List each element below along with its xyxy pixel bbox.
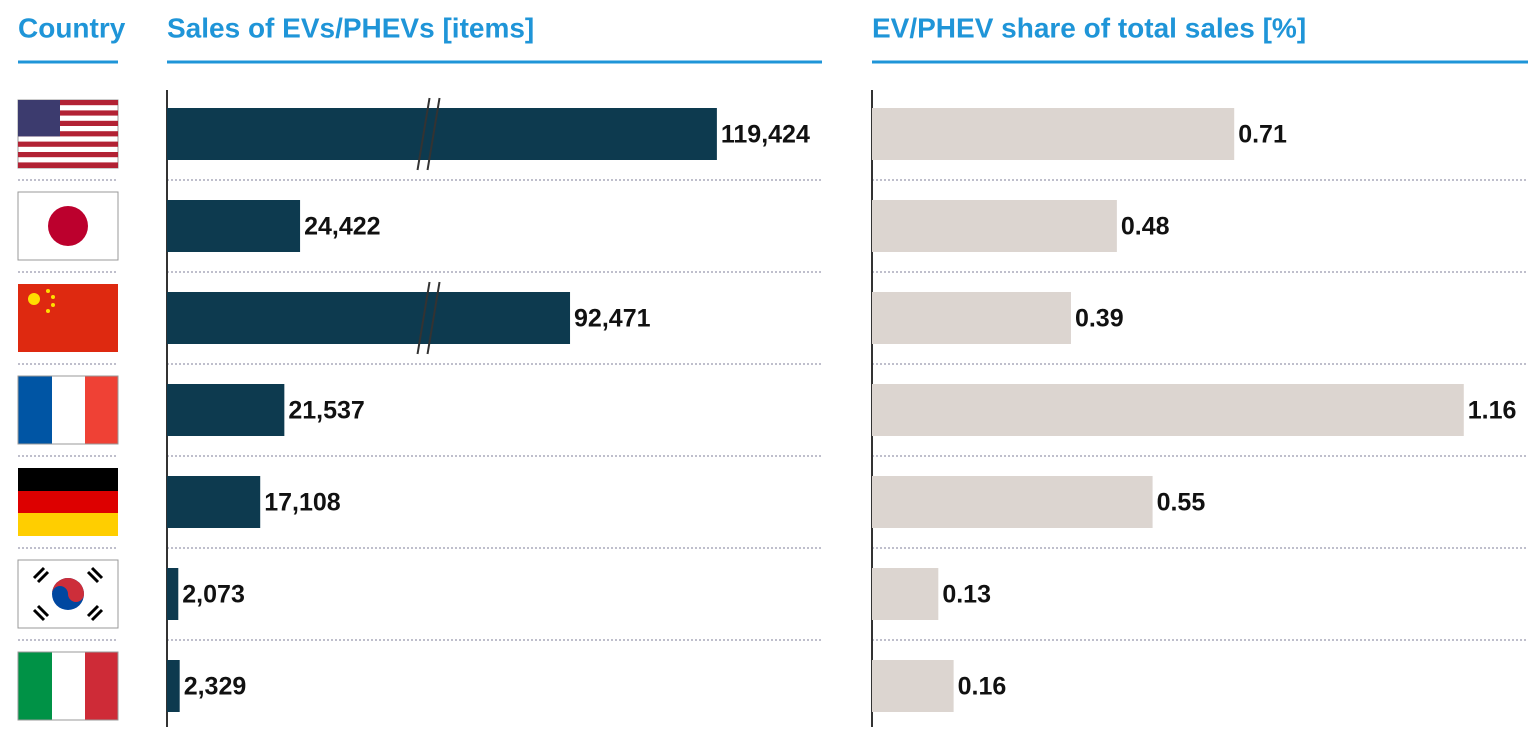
panel-title: EV/PHEV share of total sales [%]	[872, 12, 1306, 43]
bar	[872, 660, 954, 712]
axis-break	[426, 97, 441, 171]
bar	[872, 108, 1235, 160]
value-label: 0.48	[1121, 213, 1170, 241]
value-label: 0.55	[1157, 489, 1206, 517]
flag-germany	[18, 468, 118, 536]
bar	[872, 292, 1071, 344]
value-label: 0.16	[958, 673, 1007, 701]
bar	[167, 660, 180, 712]
bar	[167, 568, 179, 620]
bar	[167, 108, 717, 160]
flag-korea	[17, 559, 119, 629]
axis-break	[416, 281, 431, 355]
axis-break	[426, 281, 441, 355]
bar	[167, 476, 261, 528]
flag-usa	[17, 99, 119, 169]
flag-china	[18, 284, 118, 352]
value-label: 2,329	[184, 673, 247, 701]
bar	[872, 568, 939, 620]
value-label: 92,471	[574, 305, 651, 333]
value-label: 0.39	[1075, 305, 1124, 333]
row-separators	[18, 179, 1528, 641]
bar	[167, 384, 285, 436]
value-label: 2,073	[182, 581, 245, 609]
flag-japan	[17, 191, 119, 261]
value-label: 21,537	[288, 397, 364, 425]
flag-france	[17, 375, 119, 445]
country-header: Country	[18, 12, 126, 43]
bar	[872, 476, 1153, 528]
value-label: 24,422	[304, 213, 380, 241]
bar	[872, 200, 1117, 252]
value-label: 0.13	[942, 581, 991, 609]
panel-title: Sales of EVs/PHEVs [items]	[167, 12, 534, 43]
value-label: 1.16	[1468, 397, 1517, 425]
value-label: 0.71	[1238, 121, 1287, 149]
value-label: 119,424	[721, 121, 810, 149]
axis-break	[416, 97, 431, 171]
bar	[167, 292, 571, 344]
value-label: 17,108	[264, 489, 341, 517]
flag-italy	[17, 651, 119, 721]
bar	[167, 200, 301, 252]
bar	[872, 384, 1464, 436]
